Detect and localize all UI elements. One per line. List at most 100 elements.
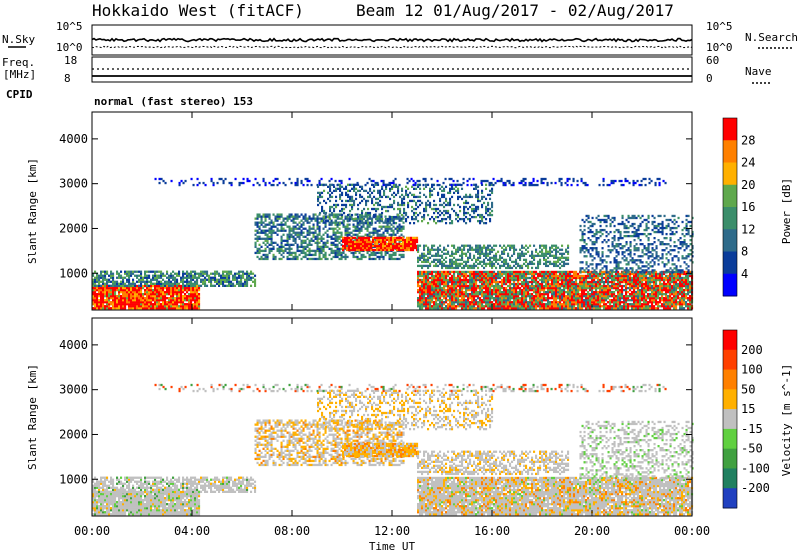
power-cell [547, 281, 549, 283]
power-cell [303, 252, 305, 254]
power-cell [423, 208, 425, 210]
power-cell [104, 285, 106, 287]
power-cell [431, 289, 433, 291]
power-cell [439, 200, 441, 202]
power-cell [485, 287, 487, 289]
power-cell [349, 234, 351, 236]
power-cell [631, 273, 633, 275]
power-cell [120, 303, 122, 305]
power-cell [351, 218, 353, 220]
power-cell [122, 281, 124, 283]
power-cell [645, 303, 647, 305]
power-cell [319, 250, 321, 252]
power-cell [156, 301, 158, 303]
power-cell [375, 252, 377, 254]
power-cell [505, 305, 507, 307]
power-cell [441, 287, 443, 289]
power-cell [613, 297, 615, 299]
power-cell [567, 271, 569, 273]
power-cell [603, 271, 605, 273]
power-cell [349, 204, 351, 206]
power-cell [625, 281, 627, 283]
power-cell [116, 305, 118, 307]
power-cell [393, 200, 395, 202]
power-cell [299, 226, 301, 228]
power-cell [433, 281, 435, 283]
power-cell [273, 222, 275, 224]
power-cell [261, 250, 263, 252]
power-cell [497, 295, 499, 297]
power-cell [615, 301, 617, 303]
power-cell [170, 299, 172, 301]
power-cell [400, 237, 402, 239]
power-cell [228, 277, 230, 279]
power-cell [118, 303, 120, 305]
power-cell [226, 275, 228, 277]
power-cell [449, 200, 451, 202]
power-cell [473, 216, 475, 218]
power-cell [414, 247, 416, 249]
power-cell [581, 295, 583, 297]
power-cell [343, 188, 345, 190]
power-cell [164, 275, 166, 277]
power-cell [399, 208, 401, 210]
power-cell [152, 285, 154, 287]
power-cell [569, 283, 571, 285]
power-cell [559, 295, 561, 297]
power-cell [613, 301, 615, 303]
power-cell [335, 213, 337, 215]
power-cell [267, 213, 269, 215]
power-cell [637, 273, 639, 275]
power-cell [451, 208, 453, 210]
power-cell [367, 214, 369, 216]
power-cell [236, 273, 238, 275]
power-cell [358, 237, 360, 239]
power-cell [443, 307, 445, 309]
power-cell [457, 295, 459, 297]
power-cell [499, 295, 501, 297]
power-cell [267, 230, 269, 232]
power-cell [621, 289, 623, 291]
power-cell [259, 244, 261, 246]
power-cell [511, 305, 513, 307]
power-cell [178, 301, 180, 303]
power-cell [549, 277, 551, 279]
power-cell [631, 293, 633, 295]
power-cell [465, 212, 467, 214]
power-cell [427, 295, 429, 297]
power-cell [475, 271, 477, 273]
power-cell [547, 285, 549, 287]
power-cell [535, 285, 537, 287]
power-cell [392, 239, 394, 241]
power-cell [257, 217, 259, 219]
power-cell [639, 305, 641, 307]
power-cell [130, 305, 132, 307]
power-cell [489, 305, 491, 307]
power-cell [128, 285, 130, 287]
power-cell [114, 281, 116, 283]
power-cell [355, 252, 357, 254]
power-cell [333, 216, 335, 218]
power-cell [525, 273, 527, 275]
power-cell [188, 299, 190, 301]
power-cell [180, 285, 182, 287]
power-cell [190, 291, 192, 293]
power-cell [406, 239, 408, 241]
power-cell [287, 252, 289, 254]
power-cell [497, 303, 499, 305]
power-cell [513, 301, 515, 303]
power-cell [401, 226, 403, 228]
power-cell [607, 277, 609, 279]
power-cell [475, 295, 477, 297]
power-cell [419, 192, 421, 194]
power-cell [559, 305, 561, 307]
power-cell [571, 303, 573, 305]
power-cell [345, 228, 347, 230]
power-cell [433, 291, 435, 293]
power-cell [106, 297, 108, 299]
power-cell [593, 301, 595, 303]
power-cell [487, 208, 489, 210]
power-cell [613, 291, 615, 293]
power-cell [343, 208, 345, 210]
power-cell [174, 283, 176, 285]
